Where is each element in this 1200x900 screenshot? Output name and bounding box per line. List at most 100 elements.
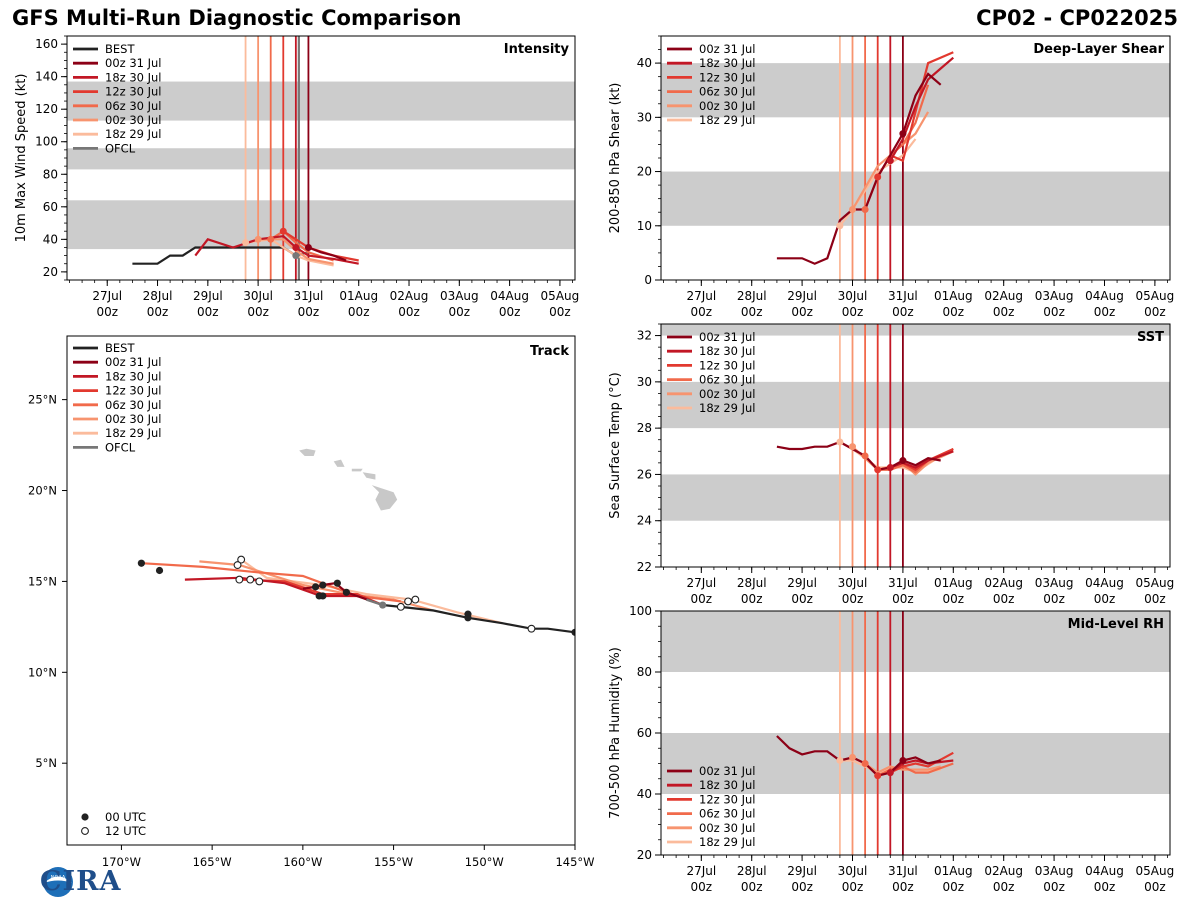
track-00utc-marker [155,566,164,575]
shear-x-tick-sublabel: 00z [943,305,965,319]
shear-legend-label: 00z 30 Jul [699,99,756,113]
shear-legend-label: 18z 30 Jul [699,56,756,70]
shear-x-tick-label: 31Jul [888,289,918,303]
sst-x-tick-sublabel: 00z [943,592,965,606]
track-lon-tick-label: 150°W [465,855,504,869]
rh-x-tick-sublabel: 00z [1094,880,1116,894]
shear-run-line-1 [889,56,955,162]
rh-x-tick-label: 31Jul [888,864,918,878]
intensity-band-2 [67,81,575,121]
sst-x-tick-sublabel: 00z [791,592,813,606]
sst-y-tick-label: 26 [637,467,652,481]
intensity-run-marker-0 [304,243,312,251]
track-00utc-marker [342,588,350,596]
sst-x-tick-label: 30Jul [838,576,868,590]
shear-run-marker-1 [886,157,894,165]
sst-legend-label: 18z 29 Jul [699,401,756,415]
shear-y-tick-label: 20 [637,165,652,179]
intensity-x-tick-label: 29Jul [193,289,223,303]
track-00utc-marker [319,581,327,589]
shear-x-tick-label: 27Jul [686,289,716,303]
sst-plot-area [661,324,1170,567]
shear-x-tick-sublabel: 00z [1094,305,1116,319]
intensity-legend-label: OFCL [105,141,136,155]
track-lon-tick-label: 165°W [193,855,232,869]
rh-y-tick-label: 60 [637,726,652,740]
sst-x-tick-sublabel: 00z [1094,592,1116,606]
rh-run-marker-0 [899,756,907,764]
shear-x-tick-label: 04Aug [1085,289,1124,303]
shear-y-tick-label: 40 [637,56,652,70]
track-00utc-marker [464,614,472,622]
shear-x-tick-label: 29Jul [787,289,817,303]
intensity-legend-label: 00z 31 Jul [105,56,162,70]
track-legend-label: 00z 31 Jul [105,355,162,369]
track-00utc-marker [319,592,327,600]
track-lat-tick-label: 5°N [35,756,57,770]
intensity-run-line-1 [194,234,359,265]
intensity-legend-label: 00z 30 Jul [105,113,162,127]
hawaii-island-4 [371,485,398,511]
shear-x-tick-sublabel: 00z [791,305,813,319]
rh-x-tick-sublabel: 00z [1144,880,1166,894]
intensity-y-tick-label: 60 [43,200,58,214]
intensity-x-tick-sublabel: 00z [398,305,420,319]
intensity-legend-label: 18z 30 Jul [105,70,162,84]
track-lon-tick-label: 170°W [102,855,141,869]
sst-run-marker-4 [849,443,857,451]
shear-x-tick-sublabel: 00z [842,305,864,319]
sst-run-marker-1 [886,463,894,471]
rh-x-tick-label: 04Aug [1085,864,1124,878]
shear-x-tick-sublabel: 00z [892,305,914,319]
track-lat-tick-label: 10°N [28,665,57,679]
rh-band-1 [661,611,1170,672]
sst-x-tick-label: 04Aug [1085,576,1124,590]
rh-x-tick-sublabel: 00z [741,880,763,894]
rh-plot-area [661,611,1170,855]
rh-x-tick-label: 30Jul [838,864,868,878]
shear-legend-label: 12z 30 Jul [699,70,756,84]
rh-x-tick-sublabel: 00z [1043,880,1065,894]
track-legend-label: 18z 29 Jul [105,426,162,440]
intensity-run-marker-3 [267,235,275,243]
sst-x-tick-sublabel: 00z [741,592,763,606]
sst-legend-label: 06z 30 Jul [699,373,756,387]
sst-panel-title: SST [1137,330,1164,345]
shear-x-tick-label: 30Jul [838,289,868,303]
intensity-x-tick-label: 28Jul [143,289,173,303]
track-marker-legend-label: 12 UTC [105,824,146,838]
track-legend-label: OFCL [105,440,136,454]
rh-legend-label: 12z 30 Jul [699,792,756,806]
sst-x-tick-label: 31Jul [888,576,918,590]
intensity-y-tick-label: 80 [43,167,58,181]
intensity-x-tick-sublabel: 00z [147,305,169,319]
track-00utc-marker [333,579,341,587]
hawaii-island-0 [299,448,316,456]
sst-x-tick-sublabel: 00z [892,592,914,606]
rh-x-tick-sublabel: 00z [943,880,965,894]
track-marker-legend-00 [81,813,89,821]
shear-legend-label: 00z 31 Jul [699,42,756,56]
sst-x-tick-sublabel: 00z [691,592,713,606]
shear-run-marker-4 [849,206,857,214]
intensity-run-marker-2 [279,227,287,235]
sst-y-tick-label: 32 [637,329,652,343]
noaa-badge-text: NOAA [51,875,66,881]
noaa-logo: NOAA [43,867,73,897]
shear-y-tick-label: 0 [644,273,652,287]
rh-run-marker-3 [861,760,869,767]
intensity-run-marker-4 [254,235,262,243]
rh-panel-title: Mid-Level RH [1068,617,1164,632]
sst-x-tick-label: 29Jul [787,576,817,590]
sst-x-tick-sublabel: 00z [842,592,864,606]
track-12utc-marker [255,577,264,586]
track-lat-tick-label: 20°N [28,484,57,498]
track-12utc-marker [527,624,536,633]
rh-legend-label: 18z 29 Jul [699,835,756,849]
shear-panel: 0 10 20 30 40 27Jul 00z 28Jul 00z 29Jul 00z 30Jul 00… [608,35,1174,319]
intensity-y-tick-label: 100 [35,135,58,149]
intensity-x-tick-sublabel: 00z [298,305,320,319]
rh-y-tick-label: 20 [637,848,652,862]
intensity-x-tick-label: 04Aug [490,289,529,303]
intensity-x-tick-label: 01Aug [339,289,378,303]
